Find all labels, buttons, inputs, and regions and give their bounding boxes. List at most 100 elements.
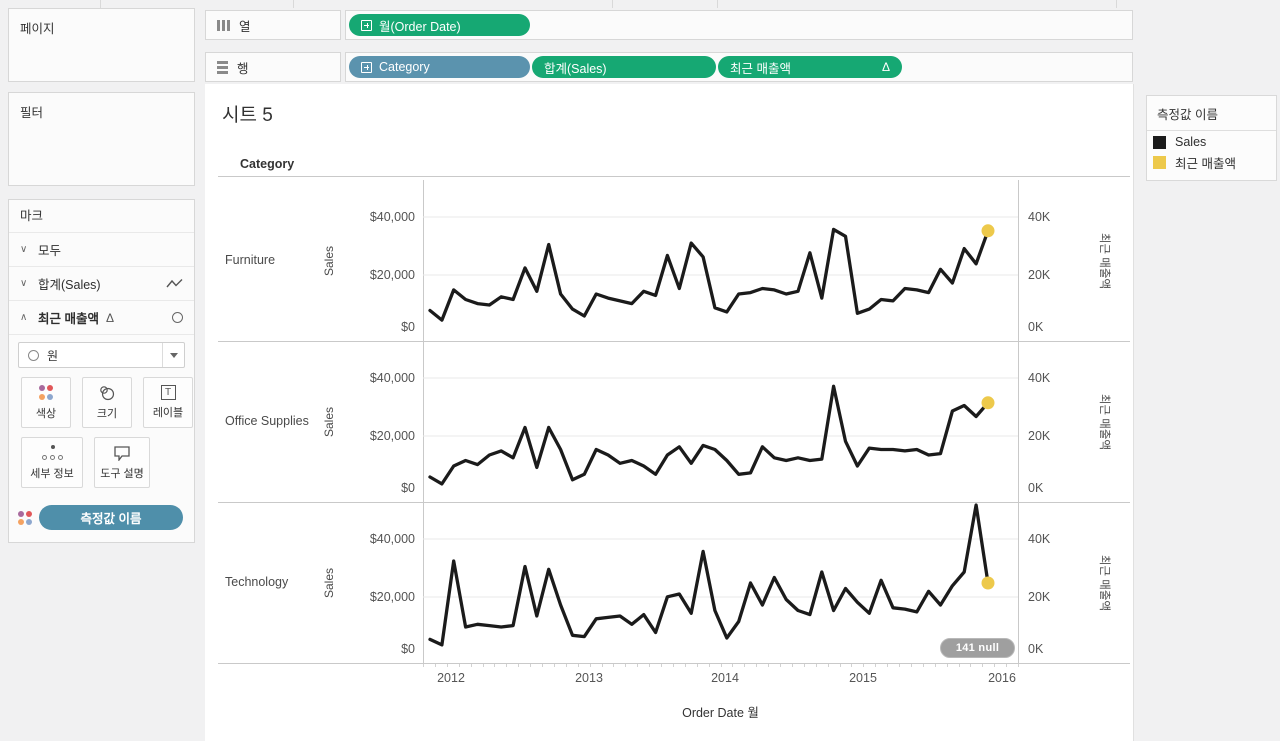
- row-category-label[interactable]: Office Supplies: [225, 414, 309, 429]
- marks-row-recent-sales[interactable]: ∧ 최근 매출액 Δ: [9, 301, 194, 335]
- sales-line[interactable]: [428, 384, 990, 486]
- rows-shelf[interactable]: Category 합계(Sales) 최근 매출액 Δ: [345, 52, 1133, 82]
- sales-line[interactable]: [428, 227, 990, 322]
- null-indicator-badge[interactable]: 141 null: [940, 638, 1015, 658]
- label-button[interactable]: T 레이블: [143, 377, 193, 428]
- month-tick: [672, 664, 674, 667]
- color-legend-icon: [18, 510, 32, 525]
- dropdown-caret-icon[interactable]: [162, 343, 184, 367]
- month-tick: [732, 664, 734, 667]
- left-axis-title: Sales: [322, 406, 336, 437]
- toolbar-remnant-line: [717, 0, 718, 8]
- mark-type-dropdown[interactable]: 원: [18, 342, 185, 368]
- sheet-title: 시트 5: [222, 105, 273, 126]
- delta-icon: Δ: [881, 60, 890, 74]
- month-tick: [434, 664, 436, 667]
- color-icon: [39, 384, 53, 401]
- pages-shelf[interactable]: 페이지: [8, 8, 195, 82]
- sales-line-plot[interactable]: [423, 180, 1018, 341]
- filters-shelf[interactable]: 필터: [8, 92, 195, 186]
- chevron-down-icon[interactable]: ∨: [20, 244, 28, 255]
- month-tick: [982, 664, 984, 667]
- recent-sales-dot[interactable]: [981, 576, 995, 590]
- measure-names-pill[interactable]: 측정값 이름: [39, 505, 183, 530]
- sales-line-plot[interactable]: [423, 341, 1018, 502]
- legend-item-sales[interactable]: Sales: [1147, 131, 1276, 149]
- recent-sales-dot[interactable]: [981, 224, 995, 238]
- pill-recent-sales[interactable]: 최근 매출액 Δ: [718, 56, 902, 78]
- left-axis-tick: $0: [401, 642, 415, 656]
- month-tick: [470, 664, 472, 667]
- chart-row-office-supplies: Office Supplies Sales $40,000 $20,000 $0 40K 2…: [205, 341, 1133, 502]
- detail-button[interactable]: 세부 정보: [21, 437, 83, 488]
- label-icon: T: [160, 385, 176, 400]
- tooltip-button[interactable]: 도구 설명: [94, 437, 150, 488]
- circle-icon: [28, 349, 39, 361]
- left-axis-tick: $20,000: [369, 268, 415, 282]
- month-tick: [649, 664, 651, 667]
- chevron-up-icon[interactable]: ∧: [20, 312, 28, 323]
- toolbar-remnant-line: [100, 0, 101, 8]
- chevron-down-icon[interactable]: ∨: [20, 278, 28, 289]
- expand-icon[interactable]: [361, 19, 372, 31]
- rows-shelf-label: 행: [205, 52, 341, 82]
- month-tick: [756, 664, 758, 667]
- row-category-label[interactable]: Furniture: [225, 253, 276, 268]
- recent-sales-dot[interactable]: [981, 396, 995, 410]
- month-tick: [994, 664, 996, 667]
- right-axis-tick: 0K: [1028, 481, 1044, 495]
- month-tick: [613, 664, 615, 667]
- right-axis-tick: 40K: [1028, 532, 1051, 546]
- right-axis-tick: 20K: [1028, 590, 1051, 604]
- left-axis-tick: $20,000: [369, 429, 415, 443]
- marks-row-all[interactable]: ∨ 모두: [9, 233, 194, 267]
- month-tick: [910, 664, 912, 667]
- month-tick: [922, 664, 924, 667]
- label-button-label: 레이블: [152, 407, 184, 419]
- rows-shelf-text: 행: [237, 61, 249, 76]
- pill-category[interactable]: Category: [349, 56, 530, 78]
- worksheet-view: 시트 5 Category Furniture Sales $40,000 $20,0…: [205, 84, 1133, 741]
- sales-line-plot[interactable]: [423, 502, 1018, 663]
- right-axis-tick: 40K: [1028, 371, 1051, 385]
- marks-row-sum-sales[interactable]: ∨ 합계(Sales): [9, 267, 194, 301]
- legend-item-recent[interactable]: 최근 매출액: [1147, 149, 1276, 172]
- sales-line[interactable]: [428, 503, 990, 647]
- row-category-label[interactable]: Technology: [225, 575, 289, 590]
- size-button[interactable]: 크기: [82, 377, 132, 428]
- legend-swatch-recent[interactable]: [1153, 156, 1166, 169]
- left-axis-tick: $0: [401, 320, 415, 334]
- month-tick: [958, 664, 960, 667]
- x-axis-title: Order Date 월: [682, 706, 759, 720]
- right-axis-tick: 0K: [1028, 642, 1044, 656]
- pill-sum-sales[interactable]: 합계(Sales): [532, 56, 716, 78]
- expand-icon[interactable]: [361, 61, 372, 73]
- month-tick: [530, 664, 532, 667]
- month-tick: [423, 664, 424, 667]
- pill-month-order-date[interactable]: 월(Order Date): [349, 14, 530, 36]
- x-axis-year-label: 2012: [437, 671, 465, 685]
- tooltip-icon: [113, 444, 131, 461]
- x-axis-year-label: 2014: [711, 671, 739, 685]
- month-tick: [458, 664, 460, 667]
- month-tick: [1018, 664, 1019, 667]
- left-axis-tick: $40,000: [369, 371, 415, 385]
- month-tick: [839, 664, 841, 667]
- marks-row-all-label: 모두: [38, 244, 62, 258]
- month-tick: [827, 664, 829, 667]
- month-tick: [482, 664, 484, 667]
- marks-row-recent-sales-label: 최근 매출액: [38, 312, 99, 326]
- month-tick: [589, 664, 591, 667]
- mark-type-value: 원: [47, 348, 59, 363]
- right-axis-tick: 20K: [1028, 429, 1051, 443]
- month-tick: [934, 664, 936, 667]
- columns-shelf[interactable]: 월(Order Date): [345, 10, 1133, 40]
- left-axis-title: Sales: [322, 245, 336, 276]
- legend-swatch-sales[interactable]: [1153, 135, 1166, 149]
- chart-row-technology: Technology Sales $40,000 $20,000 $0 40K 20K 0K 최…: [205, 502, 1133, 663]
- measure-names-legend: 측정값 이름 Sales 최근 매출액: [1146, 95, 1277, 181]
- color-button[interactable]: 색상: [21, 377, 71, 428]
- x-axis-year-label: 2016: [988, 671, 1016, 685]
- left-axis-title: Sales: [322, 567, 336, 598]
- panel-divider: [1133, 84, 1134, 741]
